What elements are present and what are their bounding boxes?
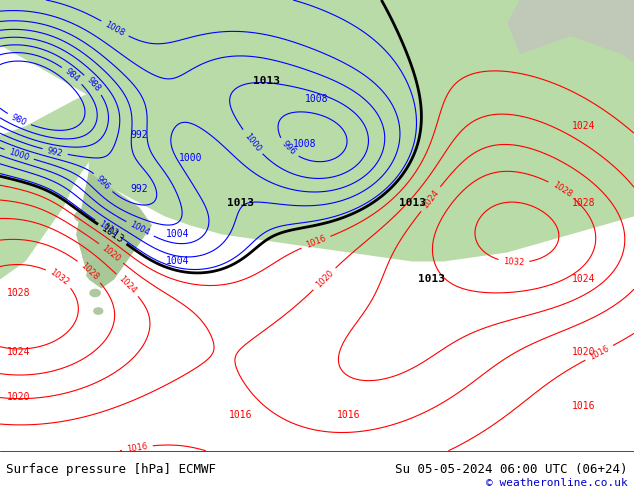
Polygon shape: [76, 172, 152, 289]
Text: 1000: 1000: [242, 131, 262, 153]
Text: 996: 996: [94, 173, 112, 191]
Text: 1016: 1016: [126, 441, 148, 454]
Text: 1028: 1028: [550, 180, 573, 199]
Text: 1013: 1013: [100, 223, 126, 245]
Circle shape: [90, 290, 100, 296]
Text: 1008: 1008: [103, 20, 126, 38]
Text: 1024: 1024: [571, 274, 595, 285]
Text: Su 05-05-2024 06:00 UTC (06+24): Su 05-05-2024 06:00 UTC (06+24): [395, 463, 628, 476]
Text: 1000: 1000: [8, 147, 30, 162]
Text: 1028: 1028: [571, 198, 595, 208]
Text: 1032: 1032: [503, 257, 524, 268]
Text: 1012: 1012: [97, 219, 119, 238]
Text: 1024: 1024: [420, 188, 441, 210]
Text: 984: 984: [63, 67, 81, 84]
Text: 1016: 1016: [337, 410, 361, 420]
Text: 1020: 1020: [571, 346, 595, 357]
Circle shape: [94, 308, 103, 314]
Text: 1024: 1024: [117, 274, 138, 295]
Text: 1013: 1013: [253, 76, 280, 86]
Text: 1008: 1008: [292, 139, 316, 149]
Polygon shape: [0, 0, 507, 126]
Text: 1032: 1032: [48, 268, 70, 288]
Text: 1016: 1016: [304, 234, 327, 250]
Text: 992: 992: [131, 130, 148, 140]
Text: © weatheronline.co.uk: © weatheronline.co.uk: [486, 478, 628, 488]
Circle shape: [75, 211, 90, 222]
Circle shape: [83, 253, 94, 261]
Text: 1020: 1020: [100, 243, 122, 263]
Text: 1008: 1008: [305, 94, 329, 104]
Text: 992: 992: [131, 184, 148, 195]
Text: 1013: 1013: [399, 198, 425, 208]
Text: Surface pressure [hPa] ECMWF: Surface pressure [hPa] ECMWF: [6, 463, 216, 476]
Circle shape: [79, 234, 92, 244]
Text: 1028: 1028: [79, 261, 100, 282]
Text: 1000: 1000: [178, 153, 202, 163]
Text: 988: 988: [85, 75, 102, 94]
Text: 1024: 1024: [571, 121, 595, 131]
Text: 992: 992: [46, 146, 64, 158]
Polygon shape: [0, 81, 127, 279]
Text: 1028: 1028: [7, 288, 31, 298]
Polygon shape: [507, 0, 634, 63]
Text: 980: 980: [10, 112, 28, 127]
Text: 1024: 1024: [7, 346, 31, 357]
Text: 1004: 1004: [165, 229, 190, 240]
Text: 1016: 1016: [588, 344, 611, 362]
Text: 1020: 1020: [7, 392, 31, 402]
Text: 1004: 1004: [129, 220, 152, 238]
Text: 996: 996: [280, 140, 297, 157]
Polygon shape: [89, 0, 634, 262]
Text: 1013: 1013: [418, 274, 444, 285]
Text: 1016: 1016: [229, 410, 253, 420]
Text: 1020: 1020: [314, 269, 335, 290]
Text: 1013: 1013: [228, 198, 254, 208]
Circle shape: [87, 271, 97, 279]
Text: 1016: 1016: [571, 401, 595, 411]
Text: 1004: 1004: [165, 256, 190, 267]
